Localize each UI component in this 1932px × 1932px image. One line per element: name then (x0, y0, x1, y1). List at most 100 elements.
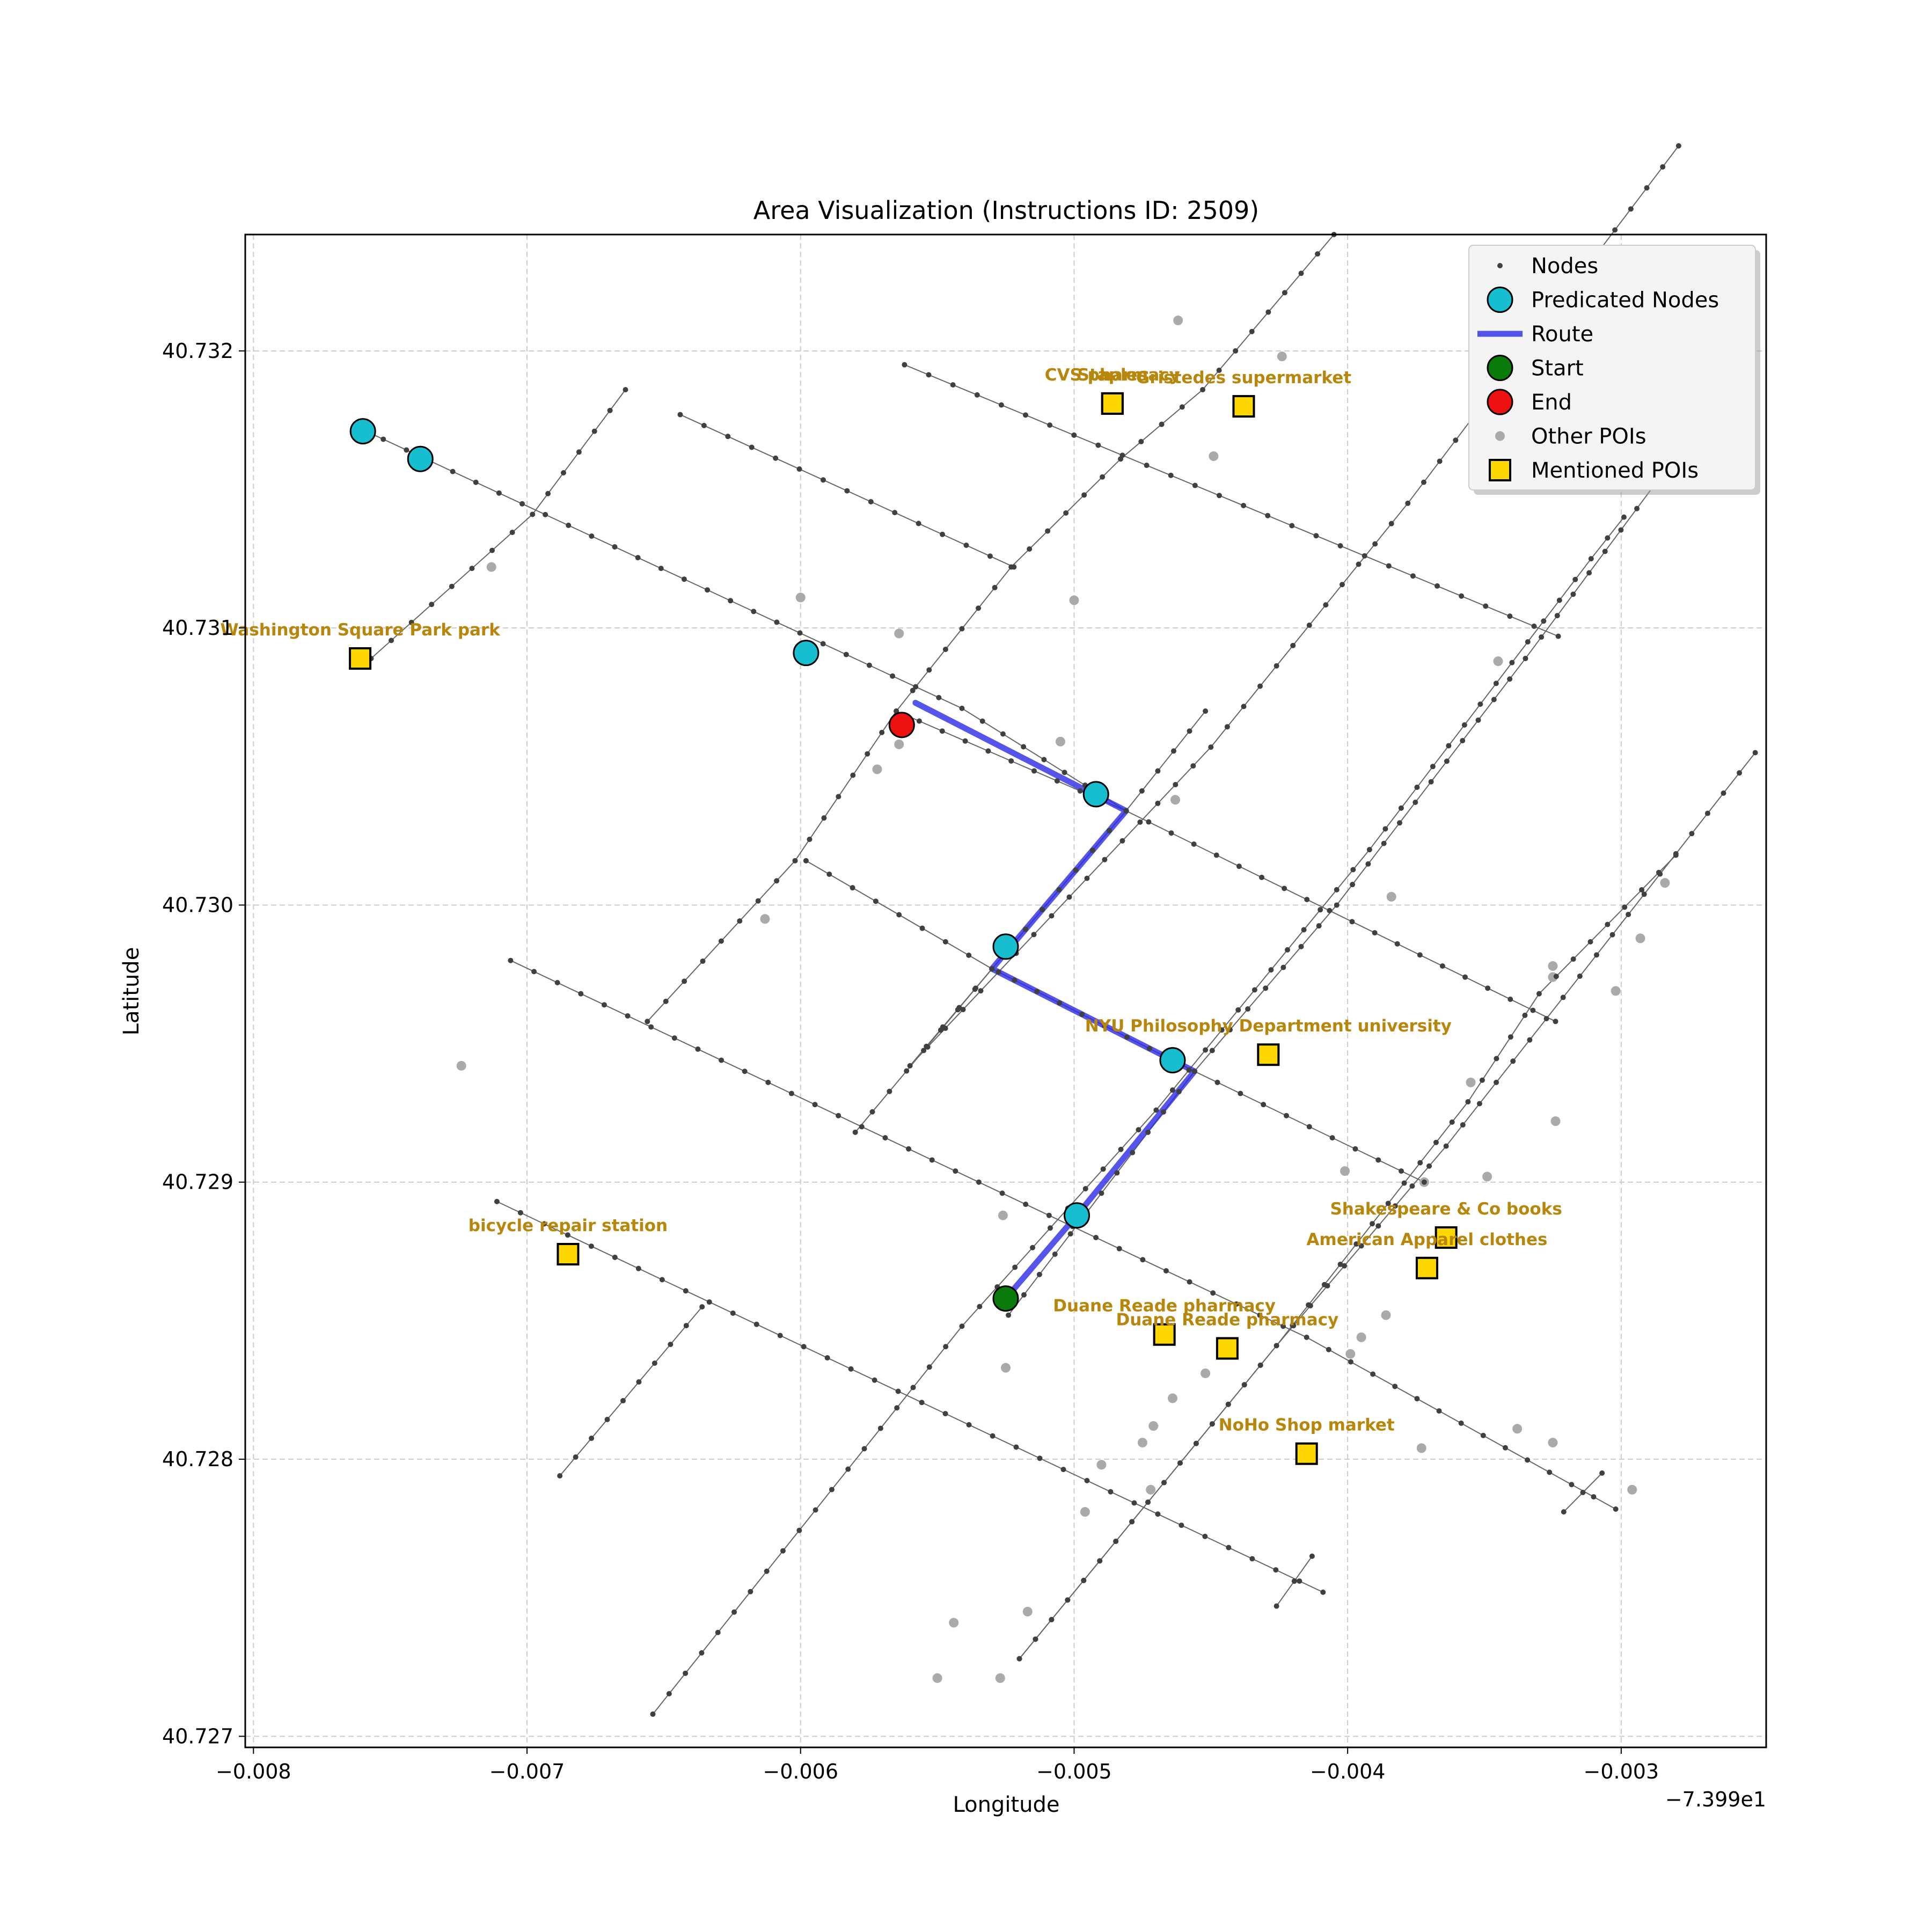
node-point (1572, 576, 1578, 582)
node-point (636, 1379, 642, 1385)
node-point (1673, 851, 1679, 857)
other-poi-point (1660, 878, 1670, 888)
node-point (1027, 546, 1033, 552)
node-point (701, 422, 707, 428)
node-point (1252, 987, 1257, 993)
node-point (907, 1063, 913, 1069)
other-poi-point (1277, 352, 1287, 362)
y-tick-label: 40.727 (162, 1724, 233, 1748)
node-point (1245, 1006, 1251, 1012)
node-point (1114, 1170, 1120, 1176)
node-point (801, 1344, 807, 1350)
node-point (1298, 270, 1304, 276)
node-point (450, 469, 456, 474)
node-point (1461, 722, 1467, 728)
node-point (1375, 1223, 1381, 1229)
node-point (896, 912, 902, 918)
node-point (865, 751, 870, 757)
node-point (1612, 227, 1618, 233)
other-poi-point (1548, 961, 1558, 971)
node-point (869, 1109, 875, 1115)
node-point (1348, 1359, 1353, 1365)
mentioned-poi-label: NYU Philosophy Department university (1085, 1016, 1452, 1036)
node-point (530, 511, 536, 517)
x-tick-label: −0.008 (216, 1760, 291, 1783)
node-point (943, 1344, 949, 1350)
node-point (803, 858, 809, 863)
node-point (1386, 563, 1392, 569)
node-point (1131, 1500, 1137, 1506)
y-axis-label: Latitude (119, 947, 144, 1036)
node-point (1752, 750, 1758, 756)
node-point (1323, 602, 1329, 608)
node-point (987, 553, 993, 559)
node-point (939, 728, 945, 734)
node-point (1580, 1490, 1586, 1496)
node-point (1443, 1143, 1449, 1149)
node-point (1282, 885, 1287, 891)
node-point (1388, 521, 1394, 526)
node-point (926, 1364, 932, 1370)
node-point (1047, 1225, 1053, 1231)
node-point (1236, 863, 1242, 869)
node-point (902, 362, 908, 368)
node-point (929, 1157, 935, 1163)
node-point (1704, 810, 1710, 816)
node-point (543, 511, 548, 517)
node-point (1401, 1180, 1407, 1186)
node-point (916, 521, 921, 526)
node-point (879, 729, 885, 735)
node-point (1008, 564, 1014, 570)
node-point (1570, 591, 1576, 597)
node-point (1339, 582, 1345, 588)
node-point (1155, 800, 1161, 806)
node-point (1502, 1445, 1508, 1451)
node-point (508, 957, 514, 963)
node-point (1191, 841, 1197, 847)
node-point (607, 407, 613, 413)
x-tick-label: −0.007 (489, 1760, 565, 1783)
node-point (1241, 1382, 1247, 1388)
node-point (1187, 728, 1192, 734)
node-point (1030, 1245, 1036, 1250)
node-point (449, 583, 455, 589)
node-point (1079, 1012, 1085, 1018)
node-point (1290, 642, 1296, 648)
other-poi-point (1416, 1443, 1426, 1453)
node-point (836, 794, 841, 800)
node-point (541, 1221, 547, 1227)
node-point (751, 609, 757, 614)
y-tick-label: 40.732 (162, 339, 233, 363)
node-point (1605, 535, 1611, 541)
node-point (1119, 838, 1125, 844)
node-point (1304, 897, 1310, 903)
node-point (731, 1609, 737, 1615)
node-point (682, 978, 687, 984)
node-point (1689, 831, 1695, 837)
node-point (1660, 164, 1666, 170)
node-point (1145, 1129, 1151, 1135)
node-point (887, 1088, 892, 1094)
node-point (959, 1323, 965, 1329)
node-point (1479, 1077, 1485, 1083)
node-point (1138, 438, 1144, 444)
legend-start-symbol (1487, 355, 1513, 381)
node-point (1224, 724, 1230, 730)
other-poi-point (1386, 891, 1396, 902)
other-poi-point (1170, 795, 1181, 805)
other-poi-point (894, 739, 904, 749)
node-point (1396, 820, 1402, 826)
node-point (473, 479, 479, 485)
node-point (1320, 1589, 1326, 1595)
node-point (1012, 977, 1018, 983)
node-point (990, 1433, 996, 1439)
node-point (1507, 676, 1513, 682)
y-tick-label: 40.730 (162, 893, 233, 917)
node-point (1622, 904, 1628, 910)
node-point (1203, 708, 1209, 714)
node-point (1399, 1168, 1404, 1174)
node-point (635, 1265, 641, 1271)
node-point (1430, 764, 1436, 770)
node-point (1453, 437, 1459, 443)
node-point (1313, 533, 1319, 539)
